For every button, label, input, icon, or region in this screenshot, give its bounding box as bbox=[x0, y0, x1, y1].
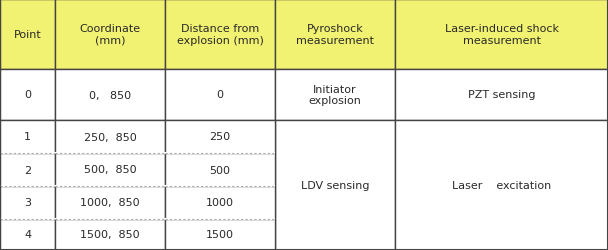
Bar bbox=[0, 186, 55, 219]
Bar bbox=[275, 120, 395, 250]
Text: 1000: 1000 bbox=[206, 198, 234, 208]
Text: 1: 1 bbox=[24, 132, 31, 142]
Text: PZT sensing: PZT sensing bbox=[468, 90, 535, 100]
Text: Laser    excitation: Laser excitation bbox=[452, 180, 551, 190]
Bar bbox=[165, 154, 275, 186]
Bar bbox=[55, 120, 165, 154]
Bar bbox=[55, 154, 165, 186]
Text: 1500,  850: 1500, 850 bbox=[80, 230, 140, 239]
Text: LDV sensing: LDV sensing bbox=[301, 180, 369, 190]
Text: 1500: 1500 bbox=[206, 230, 234, 239]
Bar bbox=[0, 120, 55, 154]
Text: 250: 250 bbox=[209, 132, 230, 142]
Bar bbox=[275, 0, 395, 70]
Text: 1000,  850: 1000, 850 bbox=[80, 198, 140, 208]
Bar bbox=[275, 70, 395, 120]
Bar bbox=[0, 70, 55, 120]
Bar bbox=[0, 0, 55, 70]
Text: Pyroshock
measurement: Pyroshock measurement bbox=[296, 24, 374, 46]
Bar bbox=[395, 120, 608, 250]
Text: 3: 3 bbox=[24, 198, 31, 208]
Bar bbox=[165, 120, 275, 154]
Text: Initiator
explosion: Initiator explosion bbox=[309, 84, 361, 106]
Bar bbox=[55, 186, 165, 219]
Text: 500,  850: 500, 850 bbox=[84, 165, 136, 175]
Text: 2: 2 bbox=[24, 165, 31, 175]
Bar bbox=[55, 0, 165, 70]
Bar bbox=[395, 0, 608, 70]
Bar bbox=[0, 219, 55, 250]
Bar bbox=[395, 70, 608, 120]
Text: Point: Point bbox=[13, 30, 41, 40]
Bar bbox=[165, 186, 275, 219]
Text: Distance from
explosion (mm): Distance from explosion (mm) bbox=[176, 24, 263, 46]
Text: Laser-induced shock
measurement: Laser-induced shock measurement bbox=[444, 24, 559, 46]
Text: 0,   850: 0, 850 bbox=[89, 90, 131, 100]
Text: 250,  850: 250, 850 bbox=[84, 132, 136, 142]
Bar bbox=[165, 219, 275, 250]
Text: 500: 500 bbox=[210, 165, 230, 175]
Text: 4: 4 bbox=[24, 230, 31, 239]
Text: 0: 0 bbox=[216, 90, 224, 100]
Bar bbox=[165, 0, 275, 70]
Bar bbox=[0, 154, 55, 186]
Bar bbox=[55, 219, 165, 250]
Text: 0: 0 bbox=[24, 90, 31, 100]
Text: Coordinate
(mm): Coordinate (mm) bbox=[80, 24, 140, 46]
Bar bbox=[55, 70, 165, 120]
Bar bbox=[165, 70, 275, 120]
